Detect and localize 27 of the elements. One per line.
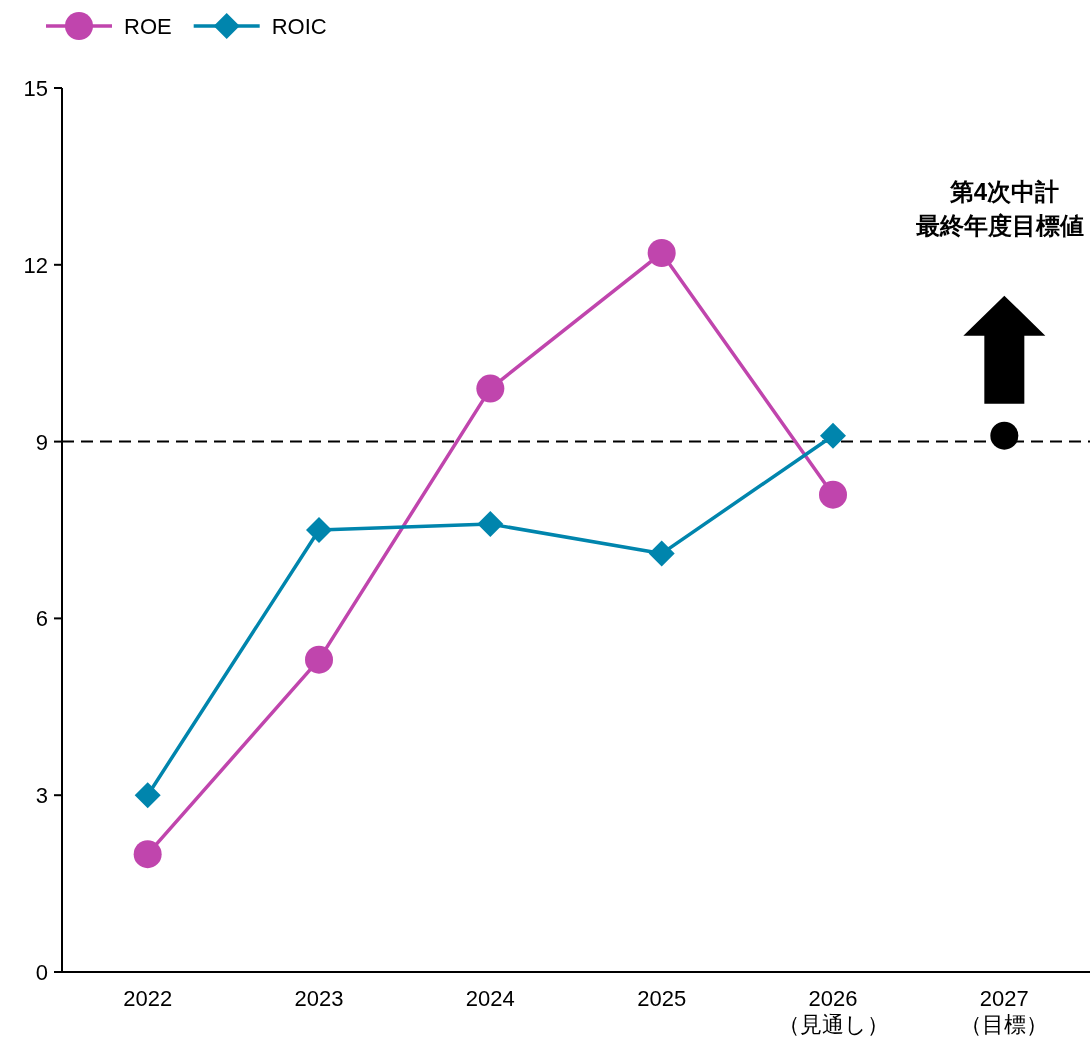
point [476, 374, 505, 403]
point [648, 540, 675, 567]
y-tick-label: 6 [35, 606, 48, 632]
y-tick-label: 15 [23, 76, 48, 101]
x-tick-label: 2027 （目標） [960, 986, 1049, 1037]
y-tick-label: 12 [23, 252, 48, 278]
point [134, 782, 161, 809]
annotation: 第4次中計 [948, 177, 1060, 205]
legend-label: ROE [124, 14, 172, 39]
y-tick-label: 9 [35, 429, 48, 455]
point [306, 517, 332, 543]
legend-label: ROIC [271, 14, 327, 39]
point [133, 840, 162, 869]
point [820, 422, 846, 449]
y-tick-label: 0 [35, 960, 48, 985]
x-tick-label: 2022 [123, 986, 173, 1011]
x-tick-label: 2024 [465, 986, 515, 1011]
x-tick-label: 2026 （見通し） [777, 986, 889, 1037]
point [647, 239, 676, 268]
annotation: 最終年度目標値 [915, 211, 1084, 239]
x-tick-label: 2023 [294, 986, 344, 1011]
x-tick-label: 2025 [637, 986, 687, 1011]
point [819, 480, 847, 509]
point [990, 421, 1019, 450]
point [305, 645, 333, 674]
point [477, 511, 504, 538]
y-tick-label: 3 [35, 783, 48, 809]
